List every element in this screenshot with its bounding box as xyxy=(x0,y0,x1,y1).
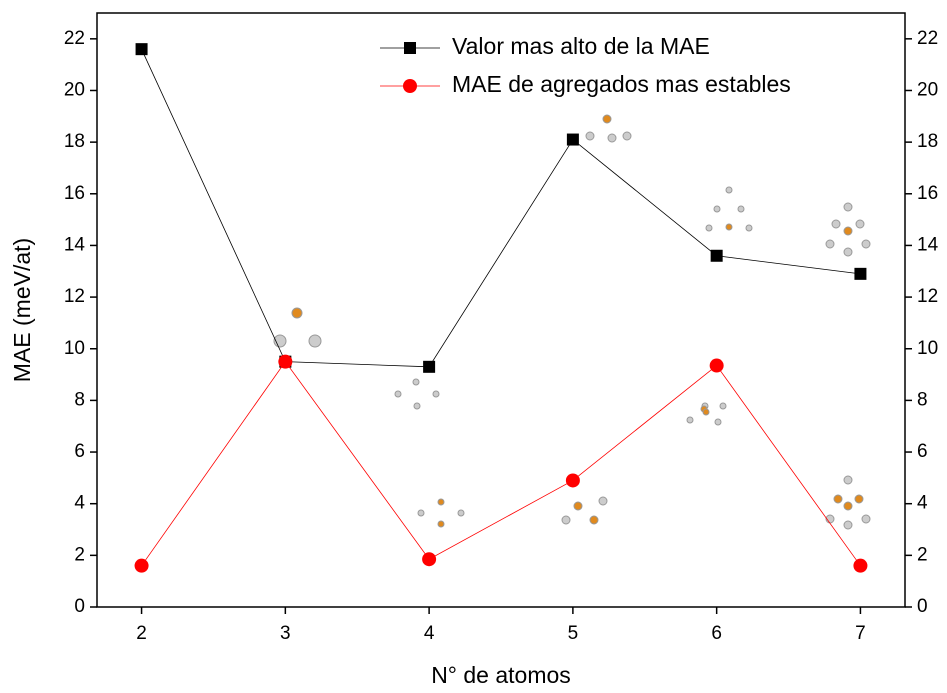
x-tick-label: 7 xyxy=(855,623,866,644)
y2-tick-label: 8 xyxy=(917,389,928,410)
x-axis-title: N° de atomos xyxy=(431,662,571,688)
point xyxy=(135,559,149,573)
y2-tick-label: 6 xyxy=(917,441,928,462)
point xyxy=(711,250,723,262)
y-tick-label: 0 xyxy=(74,596,85,617)
legend-marker xyxy=(403,79,417,93)
y2-tick-label: 22 xyxy=(917,28,938,49)
point xyxy=(710,359,724,373)
y-tick-label: 16 xyxy=(64,183,85,204)
x-tick-label: 5 xyxy=(568,623,579,644)
point xyxy=(423,361,435,373)
y2-tick-label: 12 xyxy=(917,286,938,307)
series-line xyxy=(142,362,861,566)
y-tick-label: 6 xyxy=(74,441,85,462)
y-axis-title: MAE (meV/at) xyxy=(9,238,35,382)
x-tick-label: 3 xyxy=(280,623,291,644)
y-tick-label: 22 xyxy=(64,28,85,49)
y-tick-label: 14 xyxy=(64,234,86,255)
y-tick-label: 18 xyxy=(64,131,85,152)
point xyxy=(278,355,292,369)
cluster-icons xyxy=(274,115,870,529)
legend-text: Valor mas alto de la MAE xyxy=(452,33,710,59)
point xyxy=(136,43,148,55)
y-tick-label: 4 xyxy=(74,493,85,514)
point xyxy=(854,268,866,280)
plot-frame xyxy=(97,13,905,607)
legend-marker xyxy=(404,42,416,54)
y2-tick-label: 0 xyxy=(917,596,928,617)
point xyxy=(566,473,580,487)
x-tick-label: 4 xyxy=(424,623,435,644)
y2-tick-label: 14 xyxy=(917,234,939,255)
y2-tick-label: 18 xyxy=(917,131,938,152)
point xyxy=(853,559,867,573)
y-tick-label: 8 xyxy=(74,389,85,410)
legend-text: MAE de agregados mas estables xyxy=(452,71,791,97)
point xyxy=(422,552,436,566)
x-tick-label: 6 xyxy=(711,623,722,644)
y-tick-label: 2 xyxy=(74,544,85,565)
y-tick-label: 10 xyxy=(64,338,85,359)
y2-tick-label: 2 xyxy=(917,544,928,565)
y2-tick-label: 20 xyxy=(917,79,938,100)
x-tick-label: 2 xyxy=(136,623,147,644)
chart: N° de atomos MAE (meV/at) 0 2 4 6 8 10 12 14 16 1… xyxy=(0,0,947,693)
point xyxy=(567,134,579,146)
y-tick-label: 20 xyxy=(64,79,85,100)
y2-tick-label: 4 xyxy=(917,493,928,514)
y2-tick-label: 16 xyxy=(917,183,938,204)
y-tick-label: 12 xyxy=(64,286,85,307)
y2-tick-label: 10 xyxy=(917,338,938,359)
